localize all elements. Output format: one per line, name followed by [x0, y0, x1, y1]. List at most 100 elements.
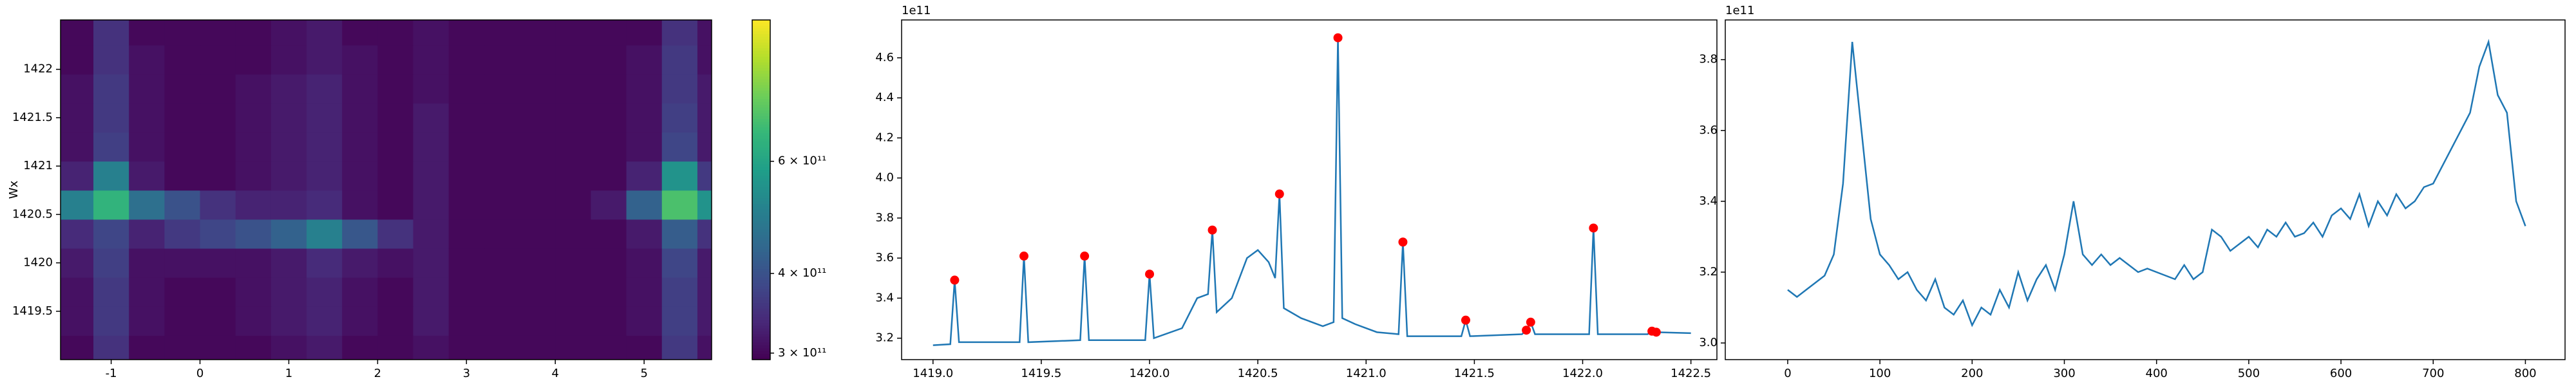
heat-cell — [661, 20, 698, 46]
heat-cell — [591, 248, 627, 278]
heat-cell — [129, 190, 165, 220]
heat-cell — [697, 219, 712, 249]
heat-cell — [661, 45, 698, 75]
heat-cell — [129, 20, 165, 46]
heat-cell — [61, 306, 94, 336]
colorbar-step — [752, 237, 770, 241]
colorbar-step — [752, 263, 770, 267]
x-tick-label: 600 — [2330, 367, 2352, 380]
heat-cell — [626, 335, 663, 360]
heat-cell — [448, 277, 485, 307]
colorbar-step — [752, 62, 770, 66]
y-tick-label: 3.4 — [1699, 194, 1718, 208]
heat-cell — [377, 103, 414, 133]
heat-cell — [235, 190, 272, 220]
heat-cell — [93, 190, 129, 220]
heat-cell — [61, 248, 94, 278]
y-tick-label: 4.0 — [875, 171, 894, 185]
heat-cell — [413, 277, 450, 307]
x-tick-label: 1 — [285, 367, 292, 380]
x-tick-label: 3 — [463, 367, 470, 380]
heat-cell — [626, 132, 663, 162]
heat-cell — [342, 248, 378, 278]
heat-cell — [93, 277, 129, 307]
colorbar-step — [752, 283, 770, 287]
heat-cell — [520, 335, 556, 360]
colorbar-step — [752, 91, 770, 94]
heat-cell — [626, 45, 663, 75]
heat-cell — [520, 132, 556, 162]
colorbar-step — [752, 195, 770, 199]
x-tick-label: 1419.0 — [913, 367, 953, 380]
heat-cell — [129, 45, 165, 75]
heat-cell — [484, 74, 520, 104]
heat-cell — [591, 74, 627, 104]
offset-text: 1e11 — [902, 4, 931, 17]
heat-cell — [164, 132, 201, 162]
axes-frame — [60, 19, 712, 360]
colorbar-step — [752, 107, 770, 111]
heat-cell — [307, 74, 343, 104]
x-tick-label: 0 — [1784, 367, 1791, 380]
plot-area — [1787, 39, 2526, 327]
heat-cell — [93, 248, 129, 278]
colorbar-step — [752, 130, 770, 134]
heat-cell — [235, 132, 272, 162]
heat-cell — [342, 20, 378, 46]
peak-marker — [1333, 33, 1343, 42]
colorbar-step — [752, 241, 770, 244]
peak-marker — [1208, 225, 1217, 235]
colorbar-step — [752, 356, 770, 360]
line — [933, 37, 1691, 346]
heat-cell — [200, 277, 236, 307]
x-tick-label: 1420.0 — [1130, 367, 1170, 380]
colorbar-step — [752, 161, 770, 165]
heat-cell — [484, 103, 520, 133]
heat-cell — [235, 219, 272, 249]
heat-cell — [520, 190, 556, 220]
colorbar-step — [752, 351, 770, 354]
colorbar-step — [752, 354, 770, 358]
heat-cell — [307, 20, 343, 46]
heat-cell — [61, 103, 94, 133]
colorbar-step — [752, 209, 770, 213]
heat-cell — [61, 161, 94, 191]
y-tick-label: 3.0 — [1699, 336, 1718, 349]
heat-cell — [697, 190, 712, 220]
colorbar-step — [752, 164, 770, 168]
heat-cell — [164, 190, 201, 220]
colorbar-step — [752, 96, 770, 100]
heat-cell — [61, 45, 94, 75]
colorbar-step — [752, 178, 770, 182]
heat-cell — [61, 20, 94, 46]
heat-cell — [377, 219, 414, 249]
heat-cell — [661, 103, 698, 133]
heat-cell — [129, 335, 165, 360]
heat-cell — [520, 45, 556, 75]
heat-cell — [235, 277, 272, 307]
colorbar-step — [752, 124, 770, 128]
colorbar-step — [752, 246, 770, 250]
y-tick-label: 3.6 — [1699, 124, 1718, 137]
heat-cell — [270, 277, 307, 307]
colorbar-step — [752, 229, 770, 233]
colorbar-step — [752, 336, 770, 340]
heat-cell — [413, 74, 450, 104]
colorbar-step — [752, 322, 770, 326]
x-tick-label: 1422.0 — [1562, 367, 1603, 380]
colorbar-step — [752, 119, 770, 122]
heat-cell — [591, 45, 627, 75]
colorbar-step — [752, 342, 770, 346]
colorbar-step — [752, 266, 770, 270]
heat-cell — [626, 190, 663, 220]
colorbar-step — [752, 25, 770, 29]
colorbar-step — [752, 261, 770, 264]
heat-cell — [307, 132, 343, 162]
colorbar-step — [752, 303, 770, 306]
heat-cell — [164, 20, 201, 46]
x-tick-label: 1422.5 — [1671, 367, 1711, 380]
heat-cell — [270, 335, 307, 360]
colorbar-step — [752, 170, 770, 174]
heat-cell — [164, 306, 201, 336]
heat-cell — [270, 74, 307, 104]
